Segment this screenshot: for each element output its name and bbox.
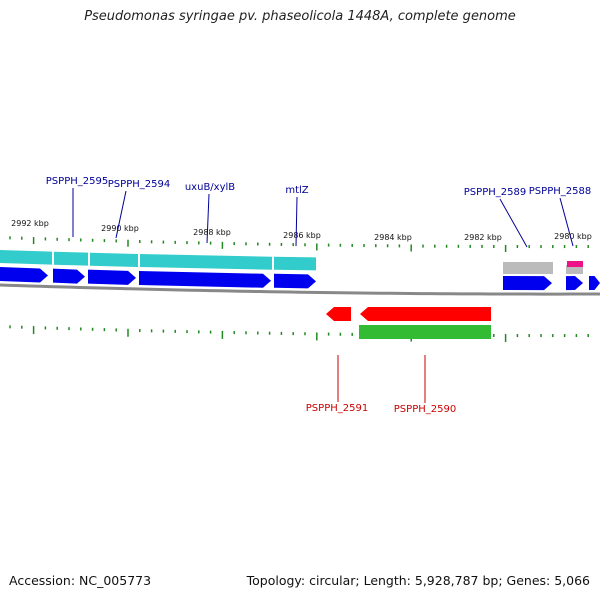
gene-label: PSPPH_2588 [529,186,591,197]
gene-label: mtlZ [285,185,308,196]
scale-label: 2982 kbp [464,233,502,242]
scale-label: 2988 kbp [193,228,231,237]
inner-scale-ticks [9,325,589,343]
gene-leader-line [499,198,528,248]
gene-label: PSPPH_2590 [394,404,456,415]
genome-summary-text: Topology: circular; Length: 5,928,787 bp… [246,573,590,588]
gene-label: uxuB/xylB [185,182,235,193]
forward-cds-arrow [274,273,316,289]
forward-gene-block [274,256,316,271]
genome-backbone [0,283,600,296]
other-gene-block [566,265,583,274]
map-title: Pseudomonas syringae pv. phaseolicola 14… [84,9,516,24]
other-gene-block [503,262,553,274]
gene-leader-line [295,196,298,247]
scale-label: 2992 kbp [11,219,49,228]
gene-label: PSPPH_2595 [46,176,108,187]
gene-label: PSPPH_2589 [464,187,526,198]
forward-gene-block [140,254,272,270]
gene-labels: PSPPH_2595 PSPPH_2594 uxuB/xylB mtlZ PSPPH_2… [46,176,591,415]
reverse-cds-arrow [360,307,491,321]
forward-cds-arrow [53,268,85,284]
rna-block [567,261,583,267]
backbone-line [0,283,600,296]
reverse-gene-block [359,325,491,339]
scale-label: 2984 kbp [374,233,412,242]
scale-label: 2990 kbp [101,224,139,233]
gene-label: PSPPH_2591 [306,403,368,414]
gene-label: PSPPH_2594 [108,179,170,190]
gene-leader-line [115,190,127,239]
gene-leader-line [206,193,210,244]
forward-gene-block [0,250,52,265]
forward-gene-block [54,251,88,266]
reverse-cds-arrow [326,307,351,321]
forward-cds-arrow [503,276,552,291]
genome-features [0,250,600,339]
forward-cds-arrow [0,267,48,283]
scale-labels: 2992 kbp 2990 kbp 2988 kbp 2986 kbp 2984 kbp… [11,219,592,242]
scale-label: 2986 kbp [283,231,321,240]
forward-cds-arrow [589,276,600,291]
scale-label: 2980 kbp [554,232,592,241]
gene-leader-line [559,197,574,247]
forward-cds-arrow [88,269,136,285]
accession-text: Accession: NC_005773 [9,573,152,588]
forward-cds-arrow [139,271,271,288]
forward-cds-arrow [566,276,583,291]
outer-scale-ticks [9,236,589,253]
forward-gene-block [90,252,138,267]
